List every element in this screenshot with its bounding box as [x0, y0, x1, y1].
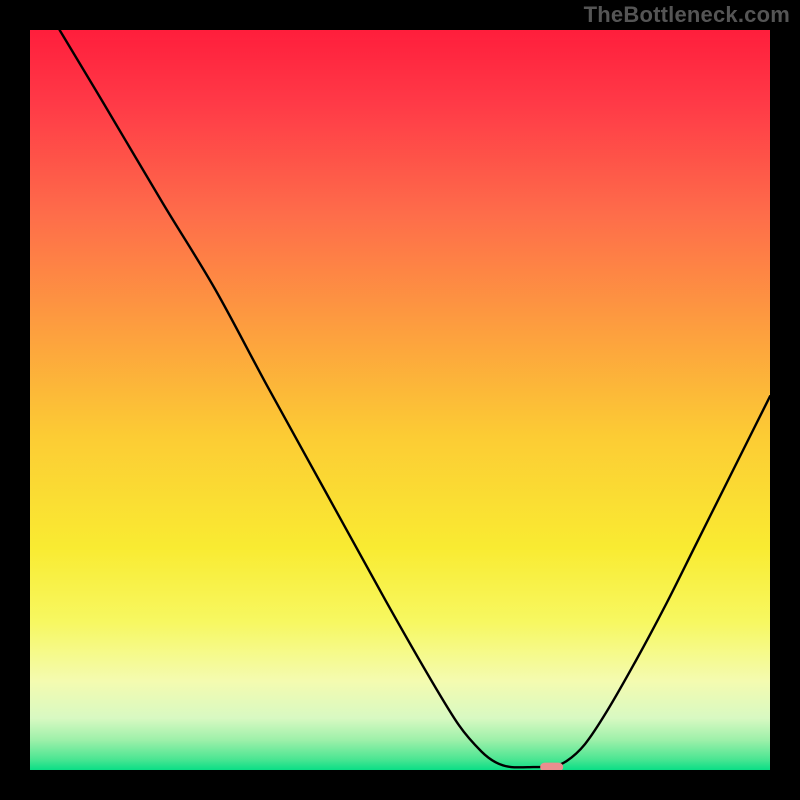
plot-area — [30, 30, 770, 770]
chart-frame: TheBottleneck.com — [0, 0, 800, 800]
bottleneck-curve — [30, 30, 770, 770]
optimum-marker — [540, 763, 564, 770]
watermark-text: TheBottleneck.com — [584, 2, 790, 28]
